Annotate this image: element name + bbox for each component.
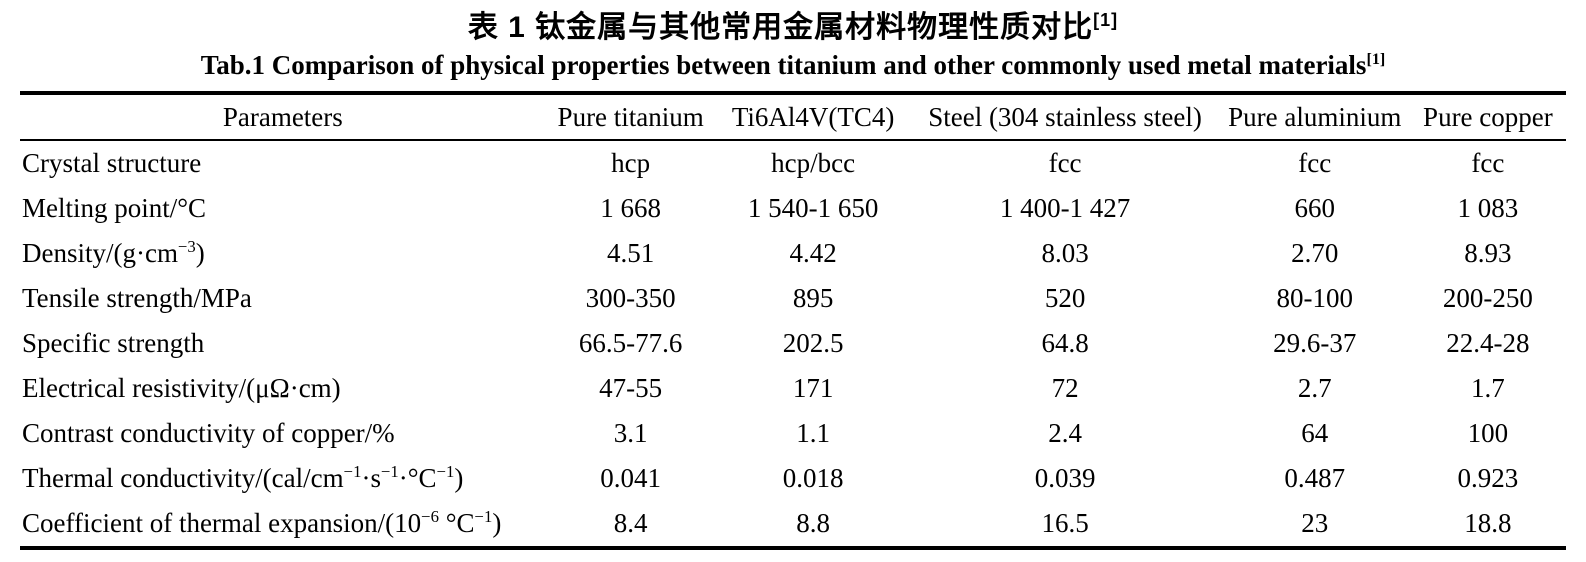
table-body: Crystal structure hcp hcp/bcc fcc fcc fc… [20,140,1566,548]
cell-value: fcc [1471,148,1505,179]
cell-value: 0.487 [1284,463,1346,494]
cell-value: hcp/bcc [771,148,856,179]
cell-value: 8.4 [613,508,648,539]
header-row: Parameters Pure titanium Ti6Al4V(TC4) St… [20,93,1566,141]
row-label: Electrical resistivity/(μΩ·cm) [22,373,341,404]
row-label: Density/(g·cm−3) [22,237,205,269]
cell-value: 1 083 [1457,193,1519,224]
cell-value: 660 [1294,193,1335,224]
column-header-ti6al4v: Ti6Al4V(TC4) [731,101,895,132]
cell-value: 8.93 [1464,238,1512,269]
column-header-pure-copper: Pure copper [1423,101,1553,132]
column-header-pure-aluminium: Pure aluminium [1228,101,1402,132]
cell-value: 2.7 [1297,373,1332,404]
row-label: Crystal structure [22,148,202,179]
table-row-tensile-strength: Tensile strength/MPa 300-350 895 520 80-… [20,276,1566,321]
cell-value: 171 [792,373,834,404]
table-row-thermal-expansion: Coefficient of thermal expansion/(10−6 °… [20,501,1566,548]
cell-value: fcc [1298,148,1332,179]
cell-value: 4.42 [789,238,837,269]
cell-value: hcp [611,148,651,179]
column-header-pure-titanium: Pure titanium [557,101,704,132]
cell-value: 72 [1051,373,1079,404]
table-row-contrast-conductivity: Contrast conductivity of copper/% 3.1 1.… [20,411,1566,456]
row-label: Specific strength [22,328,205,359]
cell-value: 895 [792,283,834,314]
cell-value: 100 [1467,418,1509,449]
cell-value: 2.70 [1291,238,1339,269]
cell-value: 1.7 [1471,373,1505,404]
cell-value: 16.5 [1041,508,1089,539]
cell-value: 8.8 [796,508,830,539]
row-label: Tensile strength/MPa [22,283,252,314]
cell-value: 3.1 [613,418,648,449]
cell-value: 8.03 [1041,238,1089,269]
table-row-crystal-structure: Crystal structure hcp hcp/bcc fcc fcc fc… [20,140,1566,186]
cell-value: 29.6-37 [1273,328,1357,359]
row-label: Contrast conductivity of copper/% [22,418,395,449]
cell-value: 4.51 [607,238,655,269]
row-label: Melting point/°C [22,193,207,224]
cell-value: 80-100 [1276,283,1353,314]
cell-value: 64 [1301,418,1329,449]
cell-value: 1 400-1 427 [999,193,1131,224]
cell-value: 0.041 [600,463,662,494]
cell-value: 2.4 [1048,418,1082,449]
cell-value: 0.039 [1034,463,1096,494]
table-row-electrical-resistivity: Electrical resistivity/(μΩ·cm) 47-55 171… [20,366,1566,411]
table-row-thermal-conductivity: Thermal conductivity/(cal/cm−1·s−1·°C−1)… [20,456,1566,501]
cell-value: 23 [1301,508,1329,539]
row-label: Thermal conductivity/(cal/cm−1·s−1·°C−1) [22,462,464,494]
cell-value: 1 540-1 650 [747,193,879,224]
table-row-density: Density/(g·cm−3) 4.51 4.42 8.03 2.70 8.9… [20,231,1566,276]
cell-value: 64.8 [1041,328,1089,359]
table-title-english: Tab.1 Comparison of physical properties … [200,50,1386,80]
column-header-steel: Steel (304 stainless steel) [928,101,1202,132]
properties-table: Parameters Pure titanium Ti6Al4V(TC4) St… [20,91,1566,551]
cell-value: 520 [1044,283,1086,314]
cell-value: 18.8 [1464,508,1512,539]
cell-value: 0.018 [782,463,844,494]
table-row-specific-strength: Specific strength 66.5-77.6 202.5 64.8 2… [20,321,1566,366]
cell-value: 22.4-28 [1446,328,1530,359]
row-label: Coefficient of thermal expansion/(10−6 °… [22,507,502,539]
cell-value: 47-55 [599,373,663,404]
cell-value: 66.5-77.6 [578,328,683,359]
cell-value: 1 668 [600,193,662,224]
cell-value: 200-250 [1442,283,1533,314]
cell-value: fcc [1048,148,1082,179]
cell-value: 202.5 [782,328,844,359]
table-title-chinese: 表 1 钛金属与其他常用金属材料物理性质对比[1] [467,10,1119,44]
table-row-melting-point: Melting point/°C 1 668 1 540-1 650 1 400… [20,186,1566,231]
column-header-parameters: Parameters [222,101,343,132]
cell-value: 0.923 [1457,463,1519,494]
cell-value: 1.1 [796,418,830,449]
cell-value: 300-350 [585,283,676,314]
